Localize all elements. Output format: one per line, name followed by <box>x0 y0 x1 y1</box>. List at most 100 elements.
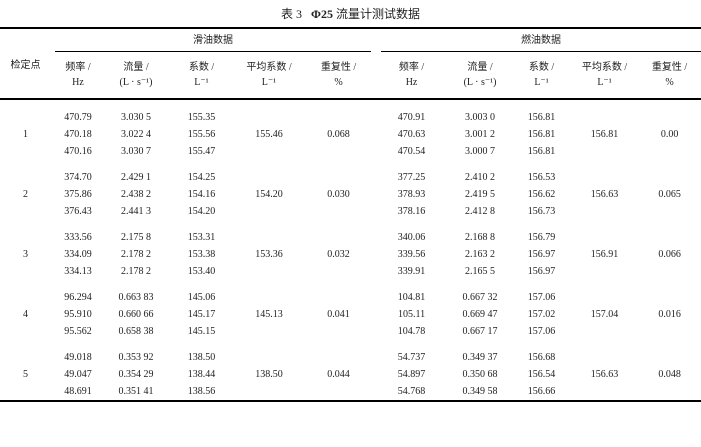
column-name: 重复性 / <box>320 62 357 73</box>
column-name: 平均系数 / <box>246 62 292 73</box>
table-row: 3 333.56 2.175 8 153.31 153.36 0.032 340.06 2.1… <box>0 220 701 260</box>
table-row: 95.562 0.658 38 145.15 104.78 0.667 17 157.06 <box>0 323 701 340</box>
flow-rate-fuel: 2.165 5 <box>465 266 496 277</box>
coefficient-lube: 145.15 <box>187 326 216 337</box>
column-name: 流量 / <box>123 62 149 73</box>
frequency-fuel: 54.768 <box>397 386 426 397</box>
flow-rate-lube: 3.030 7 <box>121 146 151 157</box>
avg-coefficient-fuel: 157.04 <box>590 309 619 320</box>
table-row: 334.13 2.178 2 153.40 339.91 2.165 5 156.97 <box>0 263 701 280</box>
column-unit: L⁻¹ <box>534 77 549 88</box>
coefficient-fuel: 156.62 <box>527 189 556 200</box>
repeatability-lube: 0.044 <box>327 369 350 380</box>
header-fuel-col-1: 流量 / (L · s⁻¹) <box>448 52 512 99</box>
frequency-lube: 48.691 <box>64 386 92 397</box>
coefficient-fuel: 157.06 <box>527 292 556 303</box>
table-row: 4 96.294 0.663 83 145.06 145.13 0.041 104.81 0.… <box>0 280 701 320</box>
coefficient-lube: 155.35 <box>187 112 216 123</box>
flow-rate-lube: 0.351 41 <box>118 386 154 397</box>
coefficient-lube: 153.38 <box>187 249 216 260</box>
frequency-fuel: 339.91 <box>397 266 426 277</box>
table-row: 470.18 3.022 4 155.56 470.63 3.001 2 156.81 <box>0 126 701 143</box>
frequency-fuel: 339.56 <box>397 249 426 260</box>
coefficient-lube: 154.16 <box>187 189 216 200</box>
flow-rate-lube: 2.429 1 <box>121 172 151 183</box>
avg-coefficient-fuel: 156.91 <box>590 249 619 260</box>
table-row: 5 49.018 0.353 92 138.50 138.50 0.044 54.737 0.… <box>0 340 701 380</box>
coefficient-lube: 153.40 <box>187 266 216 277</box>
header-fuel-col-4: 重复性 /% <box>638 52 701 99</box>
coefficient-fuel: 156.79 <box>527 232 556 243</box>
flow-rate-lube: 0.663 83 <box>118 292 154 303</box>
frequency-fuel: 470.54 <box>397 146 426 157</box>
header-lube-group: 滑油数据 <box>51 28 375 52</box>
column-name: 频率 / <box>398 62 425 73</box>
coefficient-fuel: 156.68 <box>527 352 556 363</box>
coefficient-fuel: 156.97 <box>527 249 556 260</box>
frequency-fuel: 104.81 <box>397 292 426 303</box>
column-unit: L⁻¹ <box>261 77 277 88</box>
frequency-lube: 470.18 <box>64 129 92 140</box>
column-name: 流量 / <box>467 62 493 73</box>
avg-coefficient-fuel: 156.81 <box>590 129 619 140</box>
header-lube-col-3: 平均系数 / L⁻¹ <box>236 52 302 99</box>
check-point: 4 <box>23 309 28 320</box>
coefficient-lube: 155.56 <box>187 129 216 140</box>
frequency-fuel: 54.737 <box>397 352 426 363</box>
check-point: 5 <box>23 369 28 380</box>
flow-rate-fuel: 0.349 37 <box>462 352 498 363</box>
repeatability-fuel: 0.00 <box>660 129 679 140</box>
repeatability-fuel: 0.016 <box>658 309 681 320</box>
flow-rate-lube: 3.022 4 <box>121 129 151 140</box>
flow-rate-lube: 2.441 3 <box>121 206 151 217</box>
column-unit: % <box>334 77 343 88</box>
repeatability-lube: 0.041 <box>327 309 350 320</box>
caption-number: 表 3 <box>281 7 303 21</box>
frequency-fuel: 470.63 <box>397 129 426 140</box>
column-name: 系数 / <box>188 62 215 73</box>
coefficient-fuel: 156.73 <box>527 206 556 217</box>
flow-rate-lube: 0.353 92 <box>118 352 154 363</box>
avg-coefficient-lube: 154.20 <box>255 189 283 200</box>
column-name: 平均系数 / <box>581 62 628 73</box>
repeatability-fuel: 0.048 <box>658 369 681 380</box>
repeatability-lube: 0.030 <box>327 189 350 200</box>
flowmeter-data-table: 检定点 滑油数据 燃油数据 频率 / Hz 流量 / (L · s⁻¹) 系数 / L⁻¹… <box>0 27 701 402</box>
flow-rate-fuel: 2.419 5 <box>465 189 496 200</box>
avg-coefficient-lube: 153.36 <box>255 249 283 260</box>
header-fuel-col-3: 平均系数 / L⁻¹ <box>571 52 638 99</box>
check-point: 3 <box>23 249 28 260</box>
flow-rate-lube: 2.175 8 <box>121 232 151 243</box>
table-row: 375.86 2.438 2 154.16 378.93 2.419 5 156.62 <box>0 186 701 203</box>
flow-rate-fuel: 3.001 2 <box>465 129 496 140</box>
frequency-fuel: 470.91 <box>397 112 426 123</box>
table-row: 49.047 0.354 29 138.44 54.897 0.350 68 156.54 <box>0 366 701 383</box>
coefficient-lube: 154.25 <box>187 172 216 183</box>
flow-rate-fuel: 0.669 47 <box>462 309 498 320</box>
flow-rate-fuel: 0.667 17 <box>462 326 498 337</box>
table-row: 376.43 2.441 3 154.20 378.16 2.412 8 156.73 <box>0 203 701 220</box>
table-row: 95.910 0.660 66 145.17 105.11 0.669 47 157.02 <box>0 306 701 323</box>
coefficient-fuel: 156.81 <box>527 112 556 123</box>
coefficient-lube: 153.31 <box>187 232 216 243</box>
column-name: 频率 / <box>65 62 91 73</box>
coefficient-lube: 138.44 <box>187 369 216 380</box>
column-unit: % <box>665 77 674 88</box>
header-lube-col-1: 流量 / (L · s⁻¹) <box>105 52 167 99</box>
table-row: 334.09 2.178 2 153.38 339.56 2.163 2 156.97 <box>0 246 701 263</box>
table-row: 470.16 3.030 7 155.47 470.54 3.000 7 156.81 <box>0 143 701 160</box>
frequency-lube: 95.562 <box>64 326 92 337</box>
coefficient-lube: 138.56 <box>187 386 216 397</box>
frequency-fuel: 377.25 <box>397 172 426 183</box>
flow-rate-lube: 2.178 2 <box>121 266 151 277</box>
coefficient-fuel: 156.81 <box>527 129 556 140</box>
coefficient-lube: 138.50 <box>187 352 216 363</box>
check-point: 2 <box>23 189 28 200</box>
frequency-lube: 333.56 <box>64 232 92 243</box>
frequency-lube: 470.79 <box>64 112 92 123</box>
coefficient-fuel: 157.06 <box>527 326 556 337</box>
header-lube-col-0: 频率 / Hz <box>51 52 105 99</box>
frequency-lube: 334.09 <box>64 249 92 260</box>
header-fuel-col-0: 频率 / Hz <box>375 52 448 99</box>
table-caption: 表 3 Φ25 流量计测试数据 <box>0 5 701 22</box>
